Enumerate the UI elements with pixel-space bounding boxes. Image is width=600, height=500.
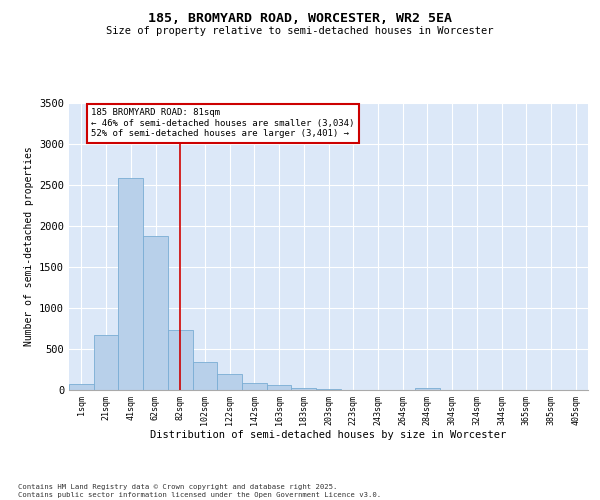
Text: 185, BROMYARD ROAD, WORCESTER, WR2 5EA: 185, BROMYARD ROAD, WORCESTER, WR2 5EA	[148, 12, 452, 26]
Bar	[217, 374, 242, 390]
Bar	[94, 335, 118, 390]
Bar	[168, 330, 193, 390]
Bar	[143, 236, 168, 390]
X-axis label: Distribution of semi-detached houses by size in Worcester: Distribution of semi-detached houses by …	[151, 430, 506, 440]
Bar	[292, 388, 316, 390]
Bar	[267, 385, 292, 390]
Bar	[118, 178, 143, 390]
Bar	[69, 384, 94, 390]
Bar	[193, 362, 217, 390]
Text: 185 BROMYARD ROAD: 81sqm
← 46% of semi-detached houses are smaller (3,034)
52% o: 185 BROMYARD ROAD: 81sqm ← 46% of semi-d…	[91, 108, 355, 138]
Bar	[415, 388, 440, 390]
Bar	[242, 382, 267, 390]
Text: Contains HM Land Registry data © Crown copyright and database right 2025.
Contai: Contains HM Land Registry data © Crown c…	[18, 484, 381, 498]
Bar	[316, 389, 341, 390]
Text: Size of property relative to semi-detached houses in Worcester: Size of property relative to semi-detach…	[106, 26, 494, 36]
Y-axis label: Number of semi-detached properties: Number of semi-detached properties	[23, 146, 34, 346]
